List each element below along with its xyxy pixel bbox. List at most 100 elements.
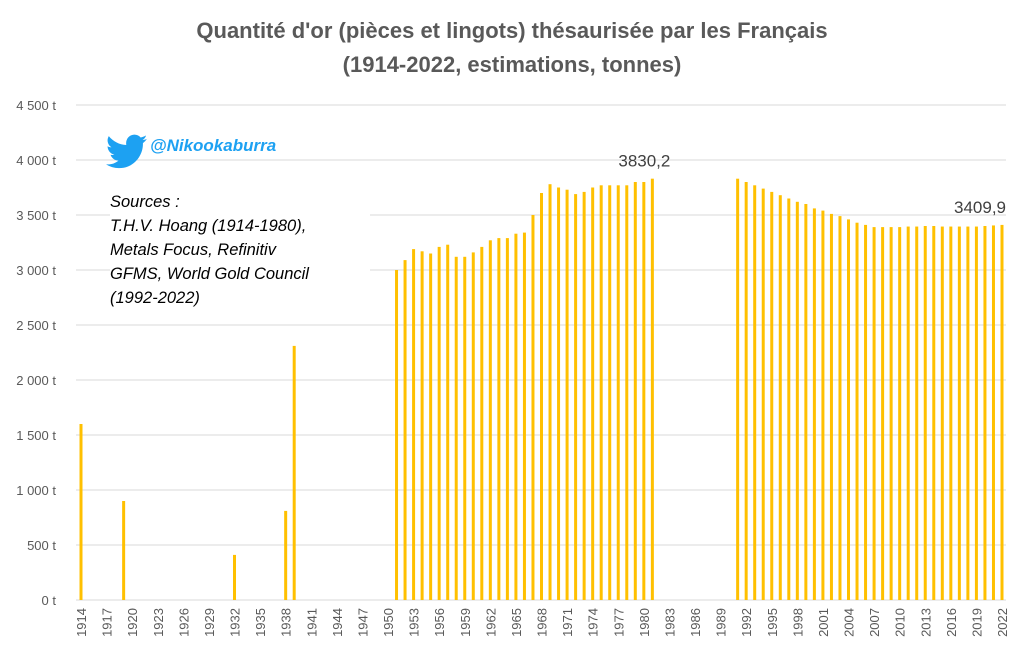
x-tick-label: 1974	[586, 608, 601, 637]
x-tick-label: 1980	[637, 608, 652, 637]
sources-note: Sources : T.H.V. Hoang (1914-1980), Meta…	[110, 190, 370, 310]
bar-2003	[838, 216, 842, 600]
x-tick-label: 1992	[739, 608, 754, 637]
bar-1966	[522, 232, 526, 600]
bar-2017	[957, 226, 961, 601]
bar-1939	[292, 345, 296, 600]
bar-1919	[122, 501, 126, 600]
bars	[79, 178, 1004, 601]
x-tick-label: 1929	[202, 608, 217, 637]
data-label: 3409,9	[954, 198, 1006, 217]
bar-1932	[233, 554, 236, 600]
bar-1957	[446, 244, 450, 600]
x-tick-label: 1938	[279, 608, 294, 637]
chart-subtitle: (1914-2022, estimations, tonnes)	[343, 52, 682, 77]
bar-1993	[753, 185, 757, 601]
bar-2016	[949, 226, 953, 601]
bar-1964	[505, 238, 509, 600]
bar-1962	[488, 240, 492, 601]
y-tick-label: 4 000 t	[16, 153, 56, 168]
x-tick-label: 1959	[458, 608, 473, 637]
bar-2014	[932, 226, 936, 600]
bar-1991	[736, 178, 740, 600]
x-tick-label: 1923	[151, 608, 166, 637]
bar-1997	[787, 198, 791, 600]
x-tick-label: 1965	[509, 608, 524, 637]
data-labels: 3830,2 3409,9	[618, 152, 1006, 217]
bar-2007	[872, 227, 876, 600]
x-tick-label: 1947	[355, 608, 370, 637]
y-axis: 0 t 500 t 1 000 t 1 500 t 2 000 t 2 500 t 3 00…	[16, 98, 56, 608]
x-tick-label: 2019	[969, 608, 984, 637]
bar-1995	[770, 191, 774, 600]
bar-2022	[1000, 224, 1004, 600]
x-tick-label: 1944	[330, 608, 345, 637]
bar-2018	[966, 226, 970, 601]
bar-2002	[829, 213, 833, 600]
bar-1973	[582, 191, 586, 600]
bar-1992	[744, 182, 748, 600]
x-tick-label: 1953	[407, 608, 422, 637]
x-tick-label: 1917	[100, 608, 115, 637]
twitter-handle[interactable]: @Nikookaburra	[150, 136, 277, 155]
bar-1971	[565, 189, 569, 600]
y-tick-label: 2 000 t	[16, 373, 56, 388]
bar-1976	[608, 185, 612, 601]
x-tick-label: 1986	[688, 608, 703, 637]
bar-2008	[881, 227, 885, 600]
bar-1958	[454, 256, 458, 600]
bar-2011	[906, 226, 910, 601]
x-tick-label: 1962	[483, 608, 498, 637]
bar-2000	[812, 208, 816, 600]
bar-2012	[915, 226, 919, 601]
x-tick-label: 1983	[662, 608, 677, 637]
sources-line: (1992-2022)	[110, 289, 200, 307]
x-tick-label: 1989	[714, 608, 729, 637]
x-tick-label: 1932	[228, 608, 243, 637]
bar-2004	[847, 219, 850, 600]
bar-2005	[855, 222, 859, 600]
bar-1970	[557, 187, 561, 600]
bar-2001	[821, 210, 825, 600]
bar-1980	[642, 182, 646, 600]
x-tick-label: 1995	[765, 608, 780, 637]
bar-2019	[974, 226, 978, 601]
bar-1977	[616, 185, 620, 601]
x-tick-label: 1998	[790, 608, 805, 637]
x-tick-label: 1956	[432, 608, 447, 637]
y-tick-label: 1 000 t	[16, 483, 56, 498]
bar-1969	[548, 184, 552, 600]
bar-2013	[923, 226, 927, 600]
x-tick-label: 2004	[842, 608, 857, 637]
twitter-bird-icon	[106, 134, 148, 169]
sources-line: Metals Focus, Refinitiv	[110, 241, 276, 259]
bar-1963	[497, 238, 501, 600]
bar-2009	[889, 227, 893, 600]
x-tick-label: 1920	[125, 608, 140, 637]
bar-1959	[463, 256, 467, 600]
x-tick-label: 2013	[918, 608, 933, 637]
y-tick-label: 0 t	[42, 593, 57, 608]
x-tick-label: 1971	[560, 608, 575, 637]
bar-1914	[79, 424, 83, 600]
bar-1968	[540, 193, 543, 600]
x-tick-label: 2016	[944, 608, 959, 637]
bar-1994	[761, 188, 765, 600]
bar-1952	[403, 260, 407, 600]
bar-1961	[480, 246, 484, 600]
x-tick-label: 1977	[611, 608, 626, 637]
x-tick-label: 2022	[995, 608, 1010, 637]
bar-1981	[650, 178, 654, 601]
x-tick-label: 1941	[304, 608, 319, 637]
bar-1999	[804, 204, 808, 600]
x-axis: 1914 1917 1920 1923 1926 1929 1932 1935 1938 1941…	[74, 608, 1010, 637]
bar-1951	[395, 270, 399, 600]
bar-1978	[625, 185, 629, 601]
sources-line: Sources :	[110, 193, 180, 211]
bar-1954	[420, 251, 424, 601]
bar-2006	[864, 224, 868, 600]
sources-line: T.H.V. Hoang (1914-1980),	[110, 217, 307, 235]
bar-1974	[591, 187, 595, 600]
bar-1996	[778, 195, 782, 600]
